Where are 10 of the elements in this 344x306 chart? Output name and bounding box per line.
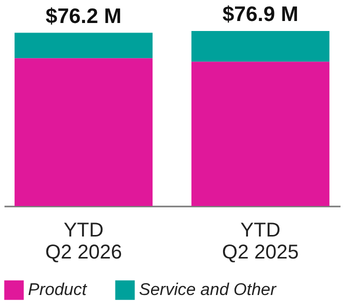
annotation: $76.2 M [46, 4, 122, 28]
legend-label: Service and Other [139, 280, 278, 300]
legend-label: Product [28, 280, 88, 300]
bar [14, 32, 153, 58]
annotation: $76.9 M [222, 3, 298, 26]
x-tick-label: YTD Q2 2026 [45, 220, 122, 264]
bar [14, 58, 153, 206]
bar [191, 31, 330, 62]
bar [191, 62, 330, 206]
x-tick-label: YTD Q2 2025 [222, 220, 299, 264]
